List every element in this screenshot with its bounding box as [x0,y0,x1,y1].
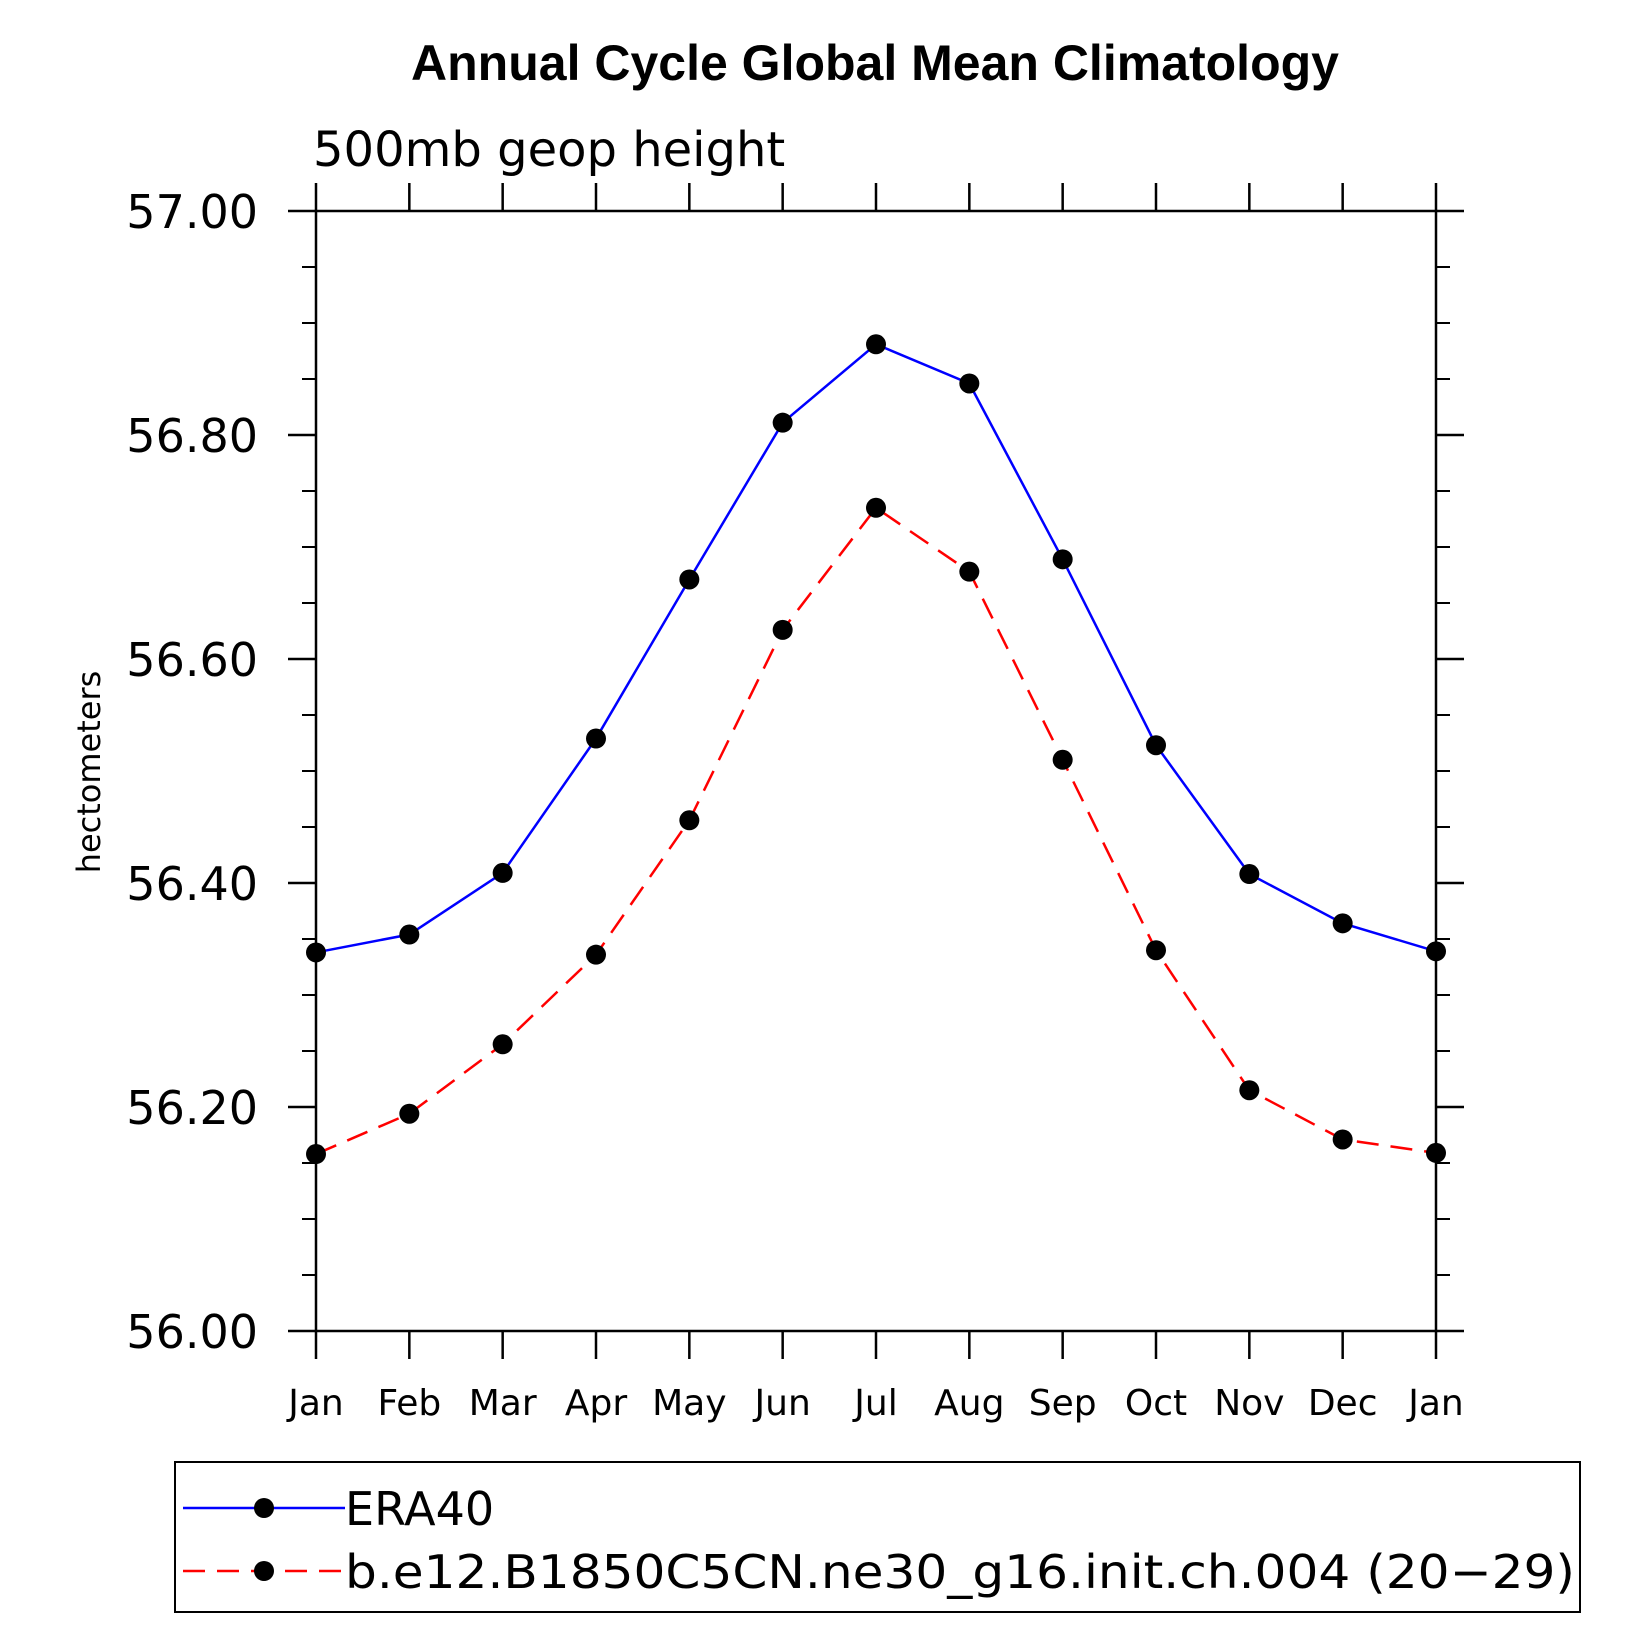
x-tick-label: Sep [1029,1383,1097,1424]
y-tick-label: 56.80 [126,409,258,463]
x-tick-label: Apr [565,1383,627,1424]
y-tick-label: 56.00 [126,1305,258,1359]
x-tick-label: Nov [1214,1383,1284,1424]
data-point-1-1 [399,1103,420,1124]
x-tick-label: Jan [1406,1383,1464,1424]
data-point-0-2 [492,862,513,883]
x-tick-label: Mar [469,1383,537,1424]
x-tick-label: Jun [753,1383,811,1424]
x-tick-label: Oct [1125,1383,1187,1424]
data-point-1-8 [1052,749,1073,770]
legend-marker-1 [254,1561,274,1581]
series-line-1 [315,506,1437,1156]
legend-label-0: ERA40 [345,1482,494,1536]
x-tick-label: Feb [377,1383,441,1424]
chart-subtitle: 500mb geop height [313,122,785,178]
data-point-0-7 [959,373,980,394]
data-point-1-2 [492,1034,513,1055]
data-point-1-12 [1426,1142,1446,1163]
y-tick-label: 57.00 [126,185,258,239]
data-point-0-1 [399,924,420,945]
data-point-0-9 [1146,735,1166,756]
x-tick-label: Dec [1308,1383,1378,1424]
y-tick-label: 56.60 [126,633,258,687]
data-point-0-8 [1052,549,1073,570]
y-tick-label: 56.40 [126,857,258,911]
data-point-1-6 [866,497,886,518]
legend-label-1: b.e12.B1850C5CN.ne30_g16.init.ch.004 (20… [345,1545,1575,1599]
x-tick-label: Jan [286,1383,344,1424]
series-layer [306,334,1446,1165]
series-line-0 [315,342,1437,954]
x-tick-label: Jul [852,1383,897,1424]
y-tick-label: 56.20 [126,1081,258,1135]
data-point-0-10 [1239,864,1260,885]
legend-marker-0 [254,1498,274,1518]
legend: ERA40 b.e12.B1850C5CN.ne30_g16.init.ch.00… [183,1482,1575,1599]
legend-box [174,1461,1581,1613]
x-tick-label: May [652,1383,726,1424]
plot-frame [314,209,1438,1333]
data-point-0-6 [866,334,886,355]
chart-title: Annual Cycle Global Mean Climatology [411,35,1339,91]
data-point-1-4 [679,810,700,831]
data-point-1-0 [306,1144,326,1165]
data-point-1-11 [1332,1129,1353,1150]
data-point-0-12 [1426,941,1446,962]
y-axis-label: hectometers [70,671,108,874]
data-point-1-5 [772,619,793,640]
data-point-1-7 [959,561,980,582]
data-point-0-5 [772,412,793,433]
data-point-1-3 [586,944,606,965]
data-point-1-9 [1146,940,1166,961]
data-point-0-0 [306,942,326,963]
x-tick-label: Aug [934,1383,1004,1424]
data-point-0-3 [586,728,606,749]
data-point-1-10 [1239,1080,1260,1101]
y-ticks: 56.00 56.20 56.40 56.60 56.80 57.00 [126,185,1464,1359]
data-point-0-11 [1332,913,1353,934]
data-point-0-4 [679,569,700,590]
x-ticks: Jan Feb Mar Apr May Jun Jul Aug Sep Oct Nov Dec Jan [286,183,1464,1424]
